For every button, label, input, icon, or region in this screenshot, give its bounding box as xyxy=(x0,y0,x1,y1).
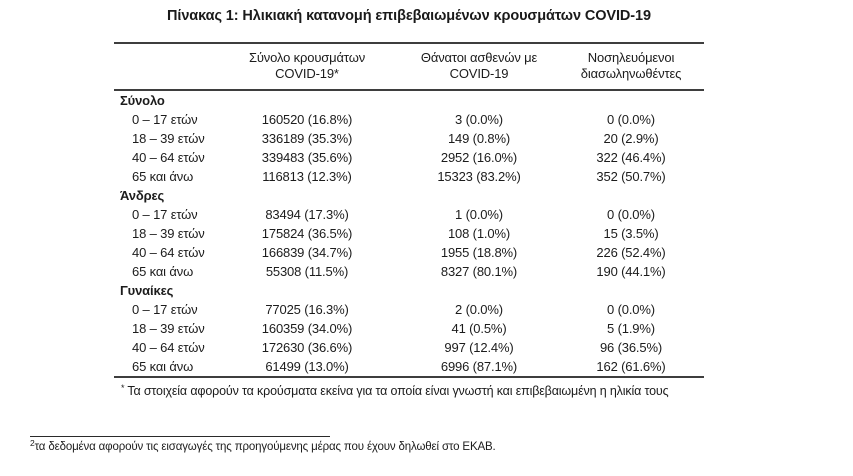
col-header-line: Θάνατοι ασθενών με xyxy=(420,50,538,65)
intubated-cell: 162 (61.6%) xyxy=(596,359,666,374)
page-footnote: 2τα δεδομένα αφορούν τις εισαγωγές της π… xyxy=(30,438,496,453)
intubated-cell: 20 (2.9%) xyxy=(603,131,659,146)
col-header-intubated: Νοσηλευόμενοι διασωληνωθέντες xyxy=(558,43,704,90)
table-row: 0 – 17 ετών 83494 (17.3%) 1 (0.0%) 0 (0.… xyxy=(114,205,704,224)
deaths-cell: 997 (12.4%) xyxy=(444,340,514,355)
age-label-cell: 0 – 17 ετών xyxy=(132,112,198,127)
table-footnote-text: Τα στοιχεία αφορούν τα κρούσματα εκείνα … xyxy=(127,384,669,398)
section-label: Άνδρες xyxy=(120,188,165,203)
deaths-cell: 1955 (18.8%) xyxy=(440,245,518,260)
deaths-cell: 6996 (87.1%) xyxy=(440,359,518,374)
age-label-cell: 65 και άνω xyxy=(132,359,194,374)
table-row: 40 – 64 ετών 166839 (34.7%) 1955 (18.8%)… xyxy=(114,243,704,262)
age-label-cell: 40 – 64 ετών xyxy=(132,150,205,165)
cases-cell: 175824 (36.5%) xyxy=(261,226,353,241)
col-header-line: Νοσηλευόμενοι xyxy=(587,50,675,65)
table-row: 65 και άνω 55308 (11.5%) 8327 (80.1%) 19… xyxy=(114,262,704,281)
report-table-block: Πίνακας 1: Ηλικιακή κατανομή επιβεβαιωμέ… xyxy=(114,0,704,398)
deaths-cell: 8327 (80.1%) xyxy=(440,264,518,279)
cases-cell: 160520 (16.8%) xyxy=(261,112,353,127)
table-row: 0 – 17 ετών 160520 (16.8%) 3 (0.0%) 0 (0… xyxy=(114,110,704,129)
age-label-cell: 18 – 39 ετών xyxy=(132,321,205,336)
table-body: Σύνολο 0 – 17 ετών 160520 (16.8%) 3 (0.0… xyxy=(114,90,704,377)
table-row: 0 – 17 ετών 77025 (16.3%) 2 (0.0%) 0 (0.… xyxy=(114,300,704,319)
age-label-cell: 65 και άνω xyxy=(132,169,194,184)
intubated-cell: 226 (52.4%) xyxy=(596,245,666,260)
age-label-cell: 18 – 39 ετών xyxy=(132,131,205,146)
intubated-cell: 0 (0.0%) xyxy=(607,112,655,127)
cases-cell: 83494 (17.3%) xyxy=(265,207,349,222)
intubated-cell: 190 (44.1%) xyxy=(596,264,666,279)
deaths-cell: 2952 (16.0%) xyxy=(440,150,518,165)
intubated-cell: 0 (0.0%) xyxy=(607,302,655,317)
section-row-men: Άνδρες xyxy=(114,186,704,205)
age-label-cell: 65 και άνω xyxy=(132,264,194,279)
intubated-cell: 352 (50.7%) xyxy=(596,169,666,184)
cases-cell: 172630 (36.6%) xyxy=(261,340,353,355)
page-footnote-block: 2τα δεδομένα αφορούν τις εισαγωγές της π… xyxy=(30,436,496,453)
col-header-line: Σύνολο κρουσμάτων xyxy=(248,50,366,65)
section-label: Γυναίκες xyxy=(120,283,174,298)
table-header: Σύνολο κρουσμάτων COVID-19* Θάνατοι ασθε… xyxy=(114,43,704,90)
cases-cell: 77025 (16.3%) xyxy=(265,302,349,317)
age-label-cell: 0 – 17 ετών xyxy=(132,302,198,317)
table-row: 65 και άνω 116813 (12.3%) 15323 (83.2%) … xyxy=(114,167,704,186)
footnote-number: 2 xyxy=(30,438,35,448)
cases-cell: 55308 (11.5%) xyxy=(265,264,349,279)
intubated-cell: 15 (3.5%) xyxy=(603,226,659,241)
deaths-cell: 15323 (83.2%) xyxy=(437,169,521,184)
intubated-cell: 5 (1.9%) xyxy=(607,321,655,336)
covid-age-distribution-table: Σύνολο κρουσμάτων COVID-19* Θάνατοι ασθε… xyxy=(114,42,704,378)
col-header-line: COVID-19* xyxy=(275,66,339,81)
intubated-cell: 322 (46.4%) xyxy=(596,150,666,165)
col-header-deaths: Θάνατοι ασθενών με COVID-19 xyxy=(400,43,558,90)
table-row: 40 – 64 ετών 172630 (36.6%) 997 (12.4%) … xyxy=(114,338,704,357)
age-label-cell: 18 – 39 ετών xyxy=(132,226,205,241)
intubated-cell: 96 (36.5%) xyxy=(599,340,663,355)
deaths-cell: 149 (0.8%) xyxy=(447,131,511,146)
table-footnote: * Τα στοιχεία αφορούν τα κρούσματα εκείνα… xyxy=(114,383,704,398)
age-label-cell: 0 – 17 ετών xyxy=(132,207,198,222)
cases-cell: 166839 (34.7%) xyxy=(261,245,353,260)
col-header-line: διασωληνωθέντες xyxy=(580,66,682,81)
cases-cell: 160359 (34.0%) xyxy=(261,321,353,336)
footnote-asterisk: * xyxy=(121,383,125,393)
deaths-cell: 2 (0.0%) xyxy=(455,302,503,317)
section-row-total: Σύνολο xyxy=(114,90,704,110)
header-row: Σύνολο κρουσμάτων COVID-19* Θάνατοι ασθε… xyxy=(114,43,704,90)
deaths-cell: 41 (0.5%) xyxy=(451,321,507,336)
cases-cell: 336189 (35.3%) xyxy=(261,131,353,146)
deaths-cell: 1 (0.0%) xyxy=(455,207,503,222)
table-title: Πίνακας 1: Ηλικιακή κατανομή επιβεβαιωμέ… xyxy=(167,8,651,24)
deaths-cell: 108 (1.0%) xyxy=(447,226,511,241)
table-row: 65 και άνω 61499 (13.0%) 6996 (87.1%) 16… xyxy=(114,357,704,377)
deaths-cell: 3 (0.0%) xyxy=(455,112,503,127)
section-label: Σύνολο xyxy=(120,93,165,108)
col-header-total-cases: Σύνολο κρουσμάτων COVID-19* xyxy=(214,43,400,90)
cases-cell: 61499 (13.0%) xyxy=(265,359,349,374)
page-footnote-text: τα δεδομένα αφορούν τις εισαγωγές της πρ… xyxy=(34,441,496,453)
age-label-cell: 40 – 64 ετών xyxy=(132,340,205,355)
table-row: 18 – 39 ετών 336189 (35.3%) 149 (0.8%) 2… xyxy=(114,129,704,148)
cases-cell: 116813 (12.3%) xyxy=(262,169,352,184)
col-header-empty xyxy=(114,43,214,90)
section-row-women: Γυναίκες xyxy=(114,281,704,300)
cases-cell: 339483 (35.6%) xyxy=(261,150,353,165)
table-row: 18 – 39 ετών 160359 (34.0%) 41 (0.5%) 5 … xyxy=(114,319,704,338)
footnote-separator-line xyxy=(30,436,330,437)
age-label-cell: 40 – 64 ετών xyxy=(132,245,205,260)
table-row: 40 – 64 ετών 339483 (35.6%) 2952 (16.0%)… xyxy=(114,148,704,167)
col-header-line: COVID-19 xyxy=(449,66,509,81)
table-row: 18 – 39 ετών 175824 (36.5%) 108 (1.0%) 1… xyxy=(114,224,704,243)
intubated-cell: 0 (0.0%) xyxy=(607,207,655,222)
